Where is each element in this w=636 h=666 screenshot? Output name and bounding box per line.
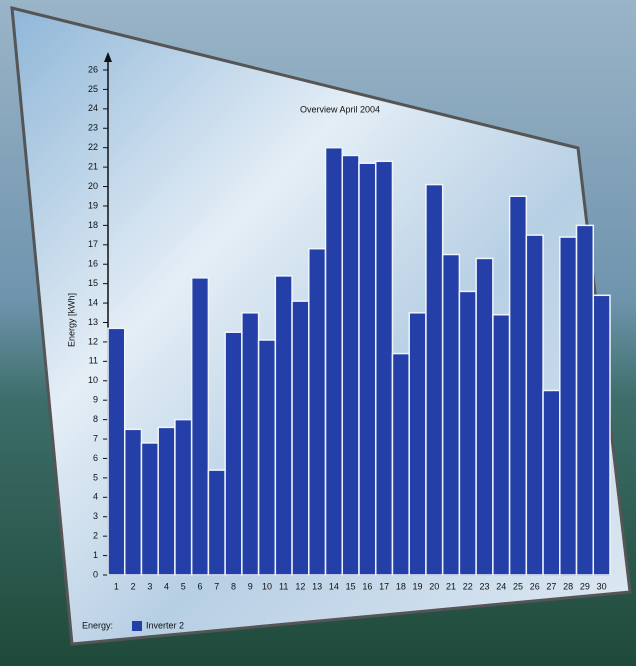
y-tick-label: 26 bbox=[88, 64, 98, 74]
x-tick-label: 13 bbox=[312, 581, 322, 591]
y-tick-label: 16 bbox=[88, 259, 98, 269]
y-tick-label: 3 bbox=[93, 511, 98, 521]
x-tick-label: 17 bbox=[379, 581, 389, 591]
bar bbox=[140, 442, 159, 576]
bar bbox=[190, 277, 210, 576]
y-tick-label: 21 bbox=[88, 161, 98, 171]
y-tick-label: 14 bbox=[88, 297, 98, 307]
legend-swatch bbox=[132, 621, 142, 631]
x-tick-label: 15 bbox=[346, 581, 356, 591]
y-tick-label: 18 bbox=[88, 220, 98, 230]
bar bbox=[425, 183, 444, 576]
bar bbox=[525, 234, 544, 576]
x-tick-label: 9 bbox=[248, 581, 253, 591]
y-tick-label: 8 bbox=[93, 414, 98, 424]
bar bbox=[174, 418, 193, 576]
x-tick-label: 20 bbox=[429, 581, 439, 591]
x-tick-label: 2 bbox=[131, 581, 136, 591]
bar bbox=[559, 236, 578, 576]
y-tick-label: 20 bbox=[88, 181, 98, 191]
y-tick-label: 7 bbox=[93, 433, 98, 443]
bar bbox=[358, 162, 377, 576]
x-tick-label: 4 bbox=[164, 581, 169, 591]
bar bbox=[308, 247, 327, 576]
bar bbox=[458, 290, 477, 576]
x-tick-label: 6 bbox=[198, 581, 203, 591]
bar bbox=[274, 275, 293, 576]
axis-arrow bbox=[104, 52, 112, 62]
x-tick-label: 21 bbox=[446, 581, 456, 591]
bar bbox=[475, 257, 494, 576]
x-tick-label: 11 bbox=[279, 581, 288, 591]
bar bbox=[592, 294, 611, 576]
y-tick-label: 11 bbox=[89, 356, 98, 366]
x-tick-label: 16 bbox=[362, 581, 372, 591]
x-tick-label: 24 bbox=[496, 581, 506, 591]
y-tick-label: 23 bbox=[88, 123, 98, 133]
legend-label: Inverter 2 bbox=[146, 620, 184, 630]
bar bbox=[341, 154, 360, 576]
legend-title: Energy: bbox=[82, 620, 113, 630]
y-tick-label: 6 bbox=[93, 453, 98, 463]
y-tick-label: 13 bbox=[88, 317, 98, 327]
y-tick-label: 4 bbox=[93, 492, 98, 502]
y-tick-label: 10 bbox=[88, 375, 98, 385]
x-tick-label: 29 bbox=[580, 581, 590, 591]
x-tick-label: 18 bbox=[396, 581, 406, 591]
x-tick-label: 14 bbox=[329, 581, 339, 591]
bar bbox=[207, 469, 226, 576]
bar bbox=[123, 428, 143, 576]
x-tick-label: 10 bbox=[262, 581, 272, 591]
bar bbox=[157, 426, 176, 576]
bar bbox=[542, 389, 561, 576]
bar bbox=[324, 146, 344, 576]
x-tick-label: 22 bbox=[463, 581, 473, 591]
y-tick-label: 1 bbox=[93, 550, 98, 560]
y-tick-label: 0 bbox=[93, 569, 98, 579]
bar bbox=[241, 312, 260, 576]
bar bbox=[374, 160, 394, 576]
x-tick-label: 26 bbox=[530, 581, 540, 591]
bar bbox=[291, 300, 310, 576]
y-tick-label: 5 bbox=[93, 472, 98, 482]
y-axis-label: Energy [kWh] bbox=[66, 293, 76, 347]
y-tick-label: 19 bbox=[88, 200, 98, 210]
x-tick-label: 30 bbox=[597, 581, 607, 591]
bar bbox=[508, 195, 528, 576]
x-tick-label: 28 bbox=[563, 581, 573, 591]
bar bbox=[575, 224, 595, 576]
chart-title: Overview April 2004 bbox=[300, 104, 380, 114]
x-tick-label: 8 bbox=[231, 581, 236, 591]
y-tick-label: 12 bbox=[88, 336, 98, 346]
y-tick-label: 2 bbox=[93, 531, 98, 541]
x-tick-label: 1 bbox=[114, 581, 119, 591]
bar bbox=[224, 331, 243, 576]
bar bbox=[107, 327, 126, 576]
bar bbox=[391, 352, 410, 576]
x-tick-label: 25 bbox=[513, 581, 523, 591]
x-tick-label: 27 bbox=[546, 581, 556, 591]
y-tick-label: 24 bbox=[88, 103, 98, 113]
bar bbox=[408, 312, 427, 576]
x-tick-label: 7 bbox=[214, 581, 219, 591]
y-tick-label: 15 bbox=[88, 278, 98, 288]
y-tick-label: 9 bbox=[93, 395, 98, 405]
x-tick-label: 19 bbox=[413, 581, 423, 591]
y-tick-label: 17 bbox=[88, 239, 98, 249]
bar bbox=[257, 339, 277, 576]
x-tick-label: 3 bbox=[147, 581, 152, 591]
x-tick-label: 23 bbox=[479, 581, 489, 591]
bar bbox=[441, 253, 461, 576]
x-tick-label: 5 bbox=[181, 581, 186, 591]
y-tick-label: 25 bbox=[88, 84, 98, 94]
bar bbox=[492, 313, 511, 576]
y-tick-label: 22 bbox=[88, 142, 98, 152]
x-tick-label: 12 bbox=[295, 581, 305, 591]
